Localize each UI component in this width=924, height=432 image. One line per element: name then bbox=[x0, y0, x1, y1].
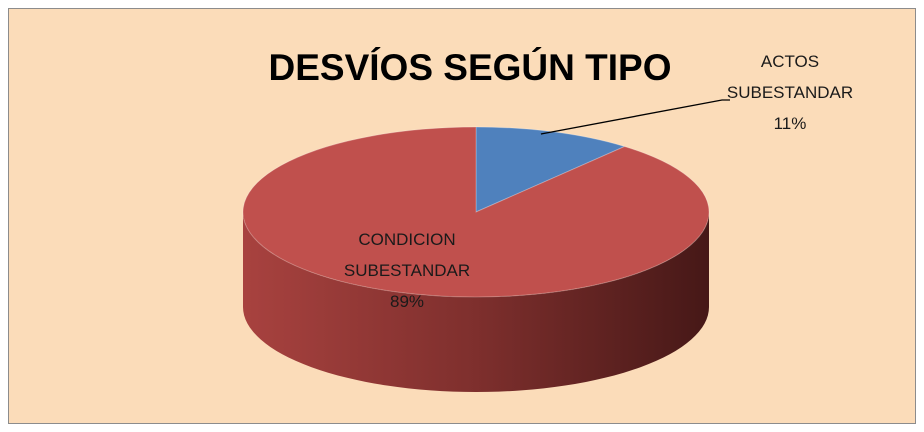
leader-line bbox=[540, 99, 730, 135]
data-label: ACTOS SUBESTANDAR 11% bbox=[725, 46, 855, 139]
data-label: CONDICION SUBESTANDAR 89% bbox=[342, 224, 472, 317]
category-label: CONDICION SUBESTANDAR bbox=[343, 230, 471, 280]
value-label: 89% bbox=[389, 292, 425, 311]
chart-title: DESVÍOS SEGÚN TIPO bbox=[269, 46, 672, 88]
category-label: ACTOS SUBESTANDAR bbox=[726, 52, 854, 102]
value-label: 11% bbox=[773, 114, 807, 133]
slice-side bbox=[243, 212, 709, 392]
slice bbox=[242, 126, 710, 298]
